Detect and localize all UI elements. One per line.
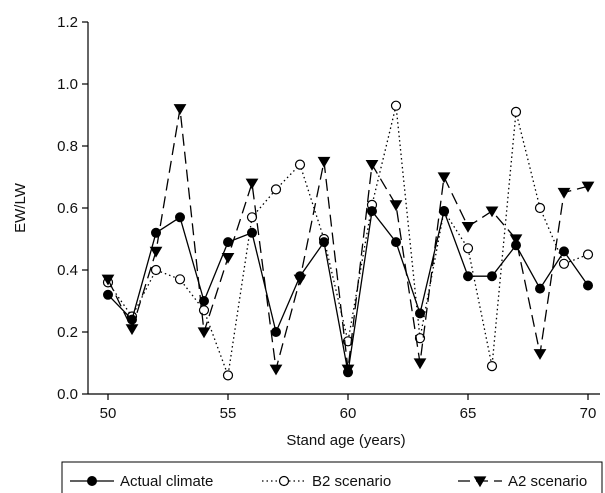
legend-label: B2 scenario [312,473,391,490]
data-point-a2-scenario [389,200,403,212]
data-point-b2-scenario [582,249,594,260]
legend-box [61,461,603,493]
data-point-actual-climate [583,280,593,291]
data-point-a2-scenario [485,206,499,218]
x-tick-label: 70 [580,405,597,422]
data-point-actual-climate [175,212,185,223]
y-tick-label: 1.0 [57,76,78,93]
data-point-b2-scenario [270,184,282,195]
data-point-b2-scenario [414,333,426,344]
legend-item-a2-scenario: A2 scenario [458,473,587,490]
data-point-a2-scenario [245,178,259,190]
series-actual-climate [103,206,593,378]
data-point-a2-scenario [125,324,139,336]
data-point-actual-climate [151,227,161,238]
y-tick-label: 0.8 [57,138,78,155]
data-point-b2-scenario [294,159,306,170]
data-point-actual-climate [127,314,137,325]
data-point-a2-scenario [365,159,379,171]
x-tick-label: 65 [460,405,477,422]
data-point-a2-scenario [413,358,427,370]
x-axis: 50 55 60 65 70 [100,394,597,422]
legend-swatch-marker [473,476,487,488]
y-axis-label: EW/LW [12,182,29,233]
data-point-actual-climate [367,206,377,217]
x-tick-label: 50 [100,405,117,422]
data-point-a2-scenario [533,349,547,360]
data-point-actual-climate [247,227,257,238]
data-point-b2-scenario [390,100,402,111]
data-point-b2-scenario [462,243,474,254]
data-point-actual-climate [415,308,425,319]
data-point-b2-scenario [558,258,570,269]
data-point-b2-scenario [486,361,498,372]
data-point-b2-scenario [510,106,522,118]
data-point-a2-scenario [437,172,451,184]
y-axis: 0.0 0.2 0.4 0.6 0.8 1.0 1.2 [57,14,88,403]
data-point-b2-scenario [174,274,186,285]
y-tick-label: 0.4 [57,262,78,279]
data-point-a2-scenario [269,364,283,376]
series-a2-scenario [101,104,595,376]
data-point-actual-climate [343,367,353,378]
legend: Actual climate B2 scenario A2 scenario [61,461,603,493]
series-b2-scenario [102,100,594,381]
data-point-b2-scenario [198,305,210,316]
data-point-actual-climate [319,237,329,248]
legend-swatch-marker [87,476,97,486]
data-point-actual-climate [295,271,305,282]
y-tick-label: 0.2 [57,324,78,341]
y-tick-label: 1.2 [57,14,78,31]
data-point-b2-scenario [222,370,234,381]
legend-item-b2-scenario: B2 scenario [262,473,391,490]
y-tick-label: 0.6 [57,200,78,217]
legend-swatch-marker [278,475,290,487]
data-point-actual-climate [511,240,521,251]
y-tick-label: 0.0 [57,386,78,403]
data-point-a2-scenario [557,187,571,199]
data-point-actual-climate [559,246,569,257]
data-point-actual-climate [199,296,209,306]
x-tick-label: 60 [340,405,357,422]
data-point-actual-climate [439,206,449,217]
data-point-a2-scenario [221,252,235,264]
data-point-a2-scenario [461,221,475,233]
data-point-a2-scenario [173,104,187,116]
data-point-a2-scenario [581,181,595,193]
data-point-b2-scenario [246,212,258,223]
data-point-actual-climate [103,289,113,300]
data-point-actual-climate [271,327,281,337]
data-point-actual-climate [487,271,497,282]
series-layer [101,100,595,381]
legend-item-actual-climate: Actual climate [70,473,213,490]
x-axis-label: Stand age (years) [286,432,405,449]
data-point-actual-climate [535,283,545,294]
data-point-a2-scenario [101,274,115,286]
data-point-b2-scenario [534,202,546,214]
data-point-actual-climate [223,237,233,248]
data-point-a2-scenario [509,234,523,246]
x-tick-label: 55 [220,405,237,422]
data-point-actual-climate [463,271,473,282]
data-point-actual-climate [391,237,401,248]
legend-label: Actual climate [120,473,213,490]
legend-label: A2 scenario [508,473,587,490]
data-point-b2-scenario [150,264,162,276]
data-point-a2-scenario [197,327,211,339]
data-point-a2-scenario [149,246,163,258]
data-point-a2-scenario [317,156,331,168]
